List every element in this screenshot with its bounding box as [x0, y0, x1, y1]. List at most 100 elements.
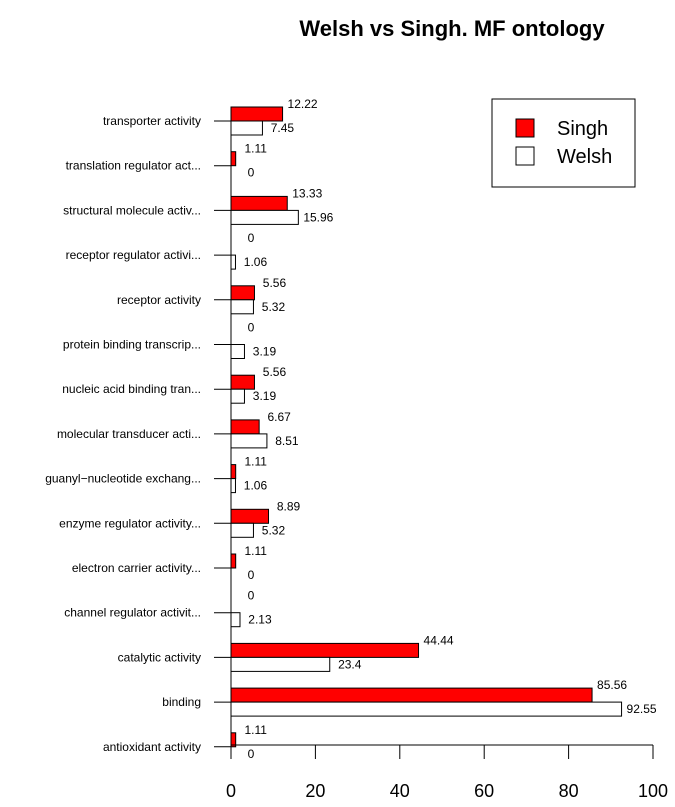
bar-singh [230, 195, 288, 211]
value-label-welsh: 7.45 [271, 121, 295, 135]
bars-group: 12.227.451.11013.3315.9601.065.565.3203.… [230, 97, 657, 761]
category-label: structural molecule activ... [63, 203, 201, 217]
value-label-singh: 8.89 [277, 499, 301, 513]
bar-group: 1.11 0 [230, 142, 267, 180]
category-label: transporter activity [103, 114, 201, 128]
value-label-welsh: 23.4 [338, 657, 362, 671]
x-tick-label: 0 [226, 781, 236, 801]
bar-welsh [230, 656, 331, 672]
value-label-welsh: 0 [248, 747, 255, 761]
bar-group: 13.33 15.96 [230, 186, 334, 225]
value-label-welsh: 8.51 [275, 434, 299, 448]
bar-welsh [230, 522, 254, 538]
bar-welsh [230, 478, 236, 494]
value-label-welsh: 15.96 [303, 210, 333, 224]
bar-group: 5.56 3.19 [230, 365, 287, 404]
x-tick-label: 60 [474, 781, 494, 801]
bar-singh [230, 553, 237, 569]
value-label-welsh: 0 [248, 166, 255, 180]
value-label-singh: 0 [248, 321, 255, 335]
x-tick-label: 40 [390, 781, 410, 801]
category-axis: transporter activity translation regulato… [45, 114, 232, 754]
value-label-singh: 5.56 [263, 365, 287, 379]
value-label-singh: 6.67 [267, 410, 291, 424]
value-label-singh: 1.11 [244, 723, 267, 737]
bar-group: 01.06 [230, 231, 268, 270]
bar-singh [230, 687, 593, 703]
value-label-welsh: 2.13 [248, 613, 272, 627]
category-label: electron carrier activity... [72, 561, 201, 575]
x-tick-label: 80 [559, 781, 579, 801]
bar-singh [230, 464, 237, 480]
x-tick-label: 20 [305, 781, 325, 801]
bar-singh [230, 374, 255, 390]
bar-singh [230, 419, 260, 435]
bar-welsh [230, 209, 299, 225]
bar-group: 1.11 0 [230, 723, 267, 761]
bar-group: 03.19 [230, 321, 277, 359]
bar-welsh [230, 388, 245, 404]
bar-welsh [230, 433, 268, 449]
bar-welsh [230, 299, 254, 315]
bar-welsh [230, 254, 236, 270]
category-label: guanyl−nucleotide exchang... [45, 472, 201, 486]
category-label: molecular transducer acti... [57, 427, 201, 441]
value-label-welsh: 1.06 [244, 479, 268, 493]
category-label: antioxidant activity [103, 740, 201, 754]
value-label-welsh: 1.06 [244, 255, 268, 269]
category-label: catalytic activity [118, 650, 201, 664]
value-label-singh: 12.22 [288, 97, 318, 111]
category-label: translation regulator act... [66, 159, 201, 173]
bar-group: 1.11 1.06 [230, 455, 268, 494]
value-label-singh: 5.56 [263, 276, 287, 290]
value-label-singh: 0 [248, 231, 255, 245]
value-label-welsh: 0 [248, 568, 255, 582]
category-label: channel regulator activit... [64, 606, 201, 620]
x-tick-label: 100 [638, 781, 668, 801]
value-label-welsh: 3.19 [253, 345, 277, 359]
bar-singh [230, 285, 255, 301]
legend-swatch [515, 118, 535, 138]
value-label-singh: 44.44 [424, 633, 454, 647]
bar-group: 02.13 [230, 589, 272, 628]
bar-welsh [230, 344, 245, 359]
bar-singh [230, 151, 237, 167]
category-label: enzyme regulator activity... [59, 516, 201, 530]
value-label-singh: 1.11 [244, 544, 267, 558]
bar-singh [230, 642, 420, 658]
category-label: nucleic acid binding tran... [62, 382, 201, 396]
legend-box [491, 98, 636, 188]
legend-label: Welsh [557, 146, 612, 168]
bar-welsh [230, 701, 623, 717]
legend-swatch [515, 146, 535, 166]
bar-singh [230, 106, 284, 122]
bar-welsh [230, 120, 263, 136]
bar-group: 12.22 7.45 [230, 97, 318, 136]
category-label: receptor regulator activi... [66, 248, 201, 262]
bar-group: 8.89 5.32 [230, 499, 301, 538]
x-axis: 0 20 40 60 80 100 [226, 744, 668, 801]
chart-title: Welsh vs Singh. MF ontology [299, 16, 605, 41]
value-label-singh: 1.11 [244, 142, 267, 156]
value-label-singh: 0 [248, 589, 255, 603]
category-label: protein binding transcrip... [63, 338, 201, 352]
bar-group: 44.44 23.4 [230, 633, 454, 672]
bar-singh [230, 508, 270, 524]
category-label: binding [162, 695, 201, 709]
bar-group: 1.11 0 [230, 544, 267, 582]
value-label-singh: 13.33 [292, 186, 322, 200]
value-label-singh: 85.56 [597, 678, 627, 692]
value-label-welsh: 5.32 [262, 523, 286, 537]
value-label-welsh: 92.55 [627, 702, 657, 716]
value-label-singh: 1.11 [244, 455, 267, 469]
legend-label: Singh [557, 118, 608, 140]
value-label-welsh: 5.32 [262, 300, 286, 314]
bar-group: 6.67 8.51 [230, 410, 299, 449]
bar-group: 5.56 5.32 [230, 276, 287, 315]
legend: Singh Welsh [491, 98, 636, 188]
value-label-welsh: 3.19 [253, 389, 277, 403]
category-label: receptor activity [117, 293, 201, 307]
bar-welsh [230, 612, 241, 628]
